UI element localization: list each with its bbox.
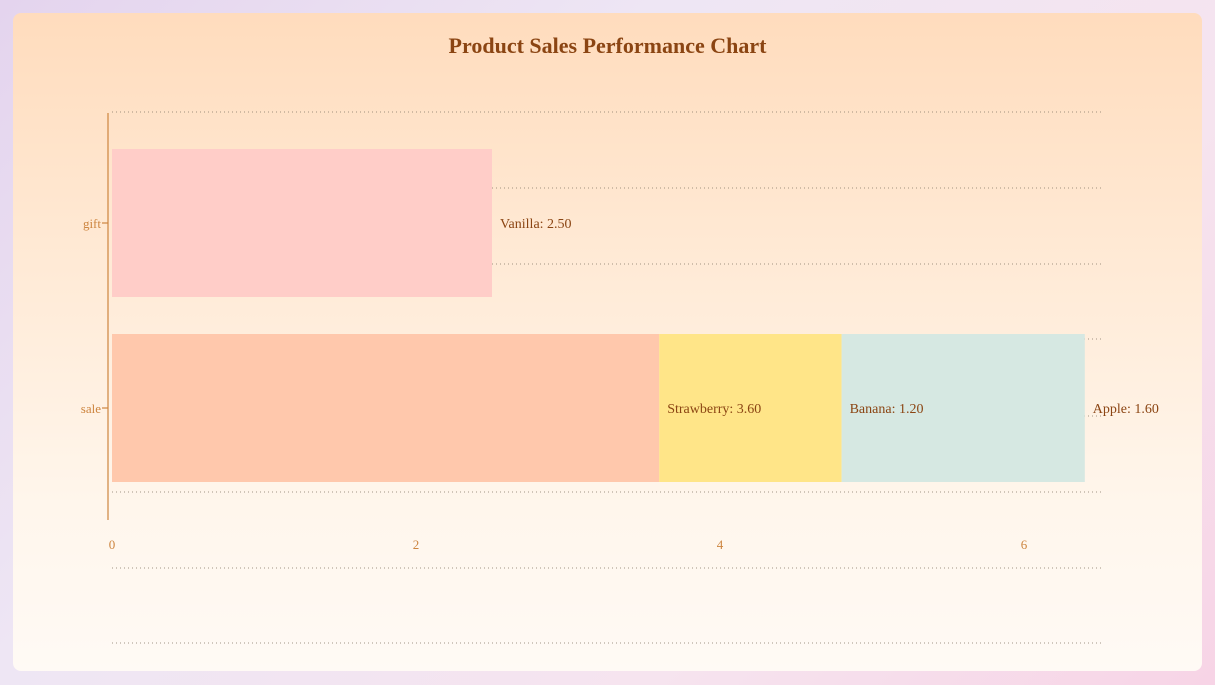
data-label-strawberry: Strawberry: 3.60: [667, 402, 761, 417]
y-tick-label-sale: sale: [81, 401, 101, 416]
chart-card: Product Sales Performance Chart Vanilla:…: [13, 13, 1202, 671]
bar-apple: [841, 334, 1085, 482]
x-tick-label: 4: [717, 537, 724, 552]
data-label-banana: Banana: 1.20: [850, 402, 924, 417]
chart-plot: Vanilla: 2.50 Strawberry: 3.60 Banana: 1.2…: [81, 111, 1159, 644]
data-label-vanilla: Vanilla: 2.50: [500, 217, 572, 232]
bar-vanilla: [112, 149, 492, 297]
bar-strawberry: [112, 334, 660, 482]
y-tick-label-gift: gift: [83, 216, 101, 231]
chart-title: Product Sales Performance Chart: [448, 33, 767, 58]
bar-banana: [659, 334, 842, 482]
x-tick-label: 0: [109, 537, 116, 552]
bars: [112, 149, 1085, 482]
data-label-apple: Apple: 1.60: [1093, 402, 1159, 417]
x-tick-label: 6: [1021, 537, 1028, 552]
axes: [102, 113, 109, 520]
x-tick-label: 2: [413, 537, 420, 552]
labels: Vanilla: 2.50 Strawberry: 3.60 Banana: 1.2…: [81, 216, 1159, 552]
